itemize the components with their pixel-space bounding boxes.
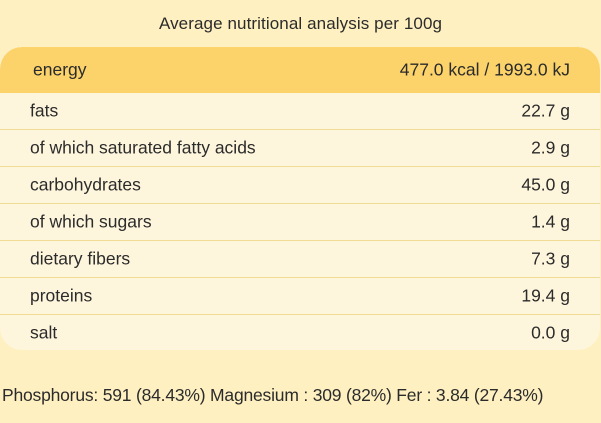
nutrient-label: fats — [30, 100, 59, 121]
nutrient-label: dietary fibers — [30, 248, 131, 269]
table-title: Average nutritional analysis per 100g — [158, 14, 443, 33]
minerals-footnote: Phosphorus: 591 (84.43%) Magnesium : 309… — [2, 385, 544, 405]
nutrient-value: 22.7 g — [521, 100, 570, 121]
table-row-energy: energy 477.0 kcal / 1993.0 kJ — [0, 47, 600, 93]
nutrient-value: 19.4 g — [521, 285, 570, 306]
table-row-sugars: of which sugars 1.4 g — [0, 204, 600, 241]
nutrient-label: proteins — [30, 285, 93, 306]
table-row-proteins: proteins 19.4 g — [0, 278, 600, 315]
table-row-fats: fats 22.7 g — [0, 93, 600, 130]
table-row-salt: salt 0.0 g — [0, 315, 600, 350]
nutrient-value: 2.9 g — [531, 137, 570, 158]
table-row-dietary-fibers: dietary fibers 7.3 g — [0, 241, 600, 278]
nutrition-table: energy 477.0 kcal / 1993.0 kJ fats 22.7 … — [0, 47, 600, 350]
nutrient-label: of which sugars — [30, 211, 152, 232]
table-row-carbohydrates: carbohydrates 45.0 g — [0, 167, 600, 204]
nutrient-label: of which saturated fatty acids — [30, 137, 256, 158]
nutrient-value: 45.0 g — [521, 174, 570, 195]
nutrient-value: 0.0 g — [531, 322, 570, 342]
nutrient-label: salt — [30, 322, 58, 342]
nutrient-label: energy — [33, 59, 87, 80]
nutrient-value: 1.4 g — [531, 211, 570, 232]
nutrient-label: carbohydrates — [30, 174, 141, 195]
table-row-saturated-fatty-acids: of which saturated fatty acids 2.9 g — [0, 130, 600, 167]
nutrient-value: 477.0 kcal / 1993.0 kJ — [399, 59, 570, 80]
nutrient-value: 7.3 g — [531, 248, 570, 269]
